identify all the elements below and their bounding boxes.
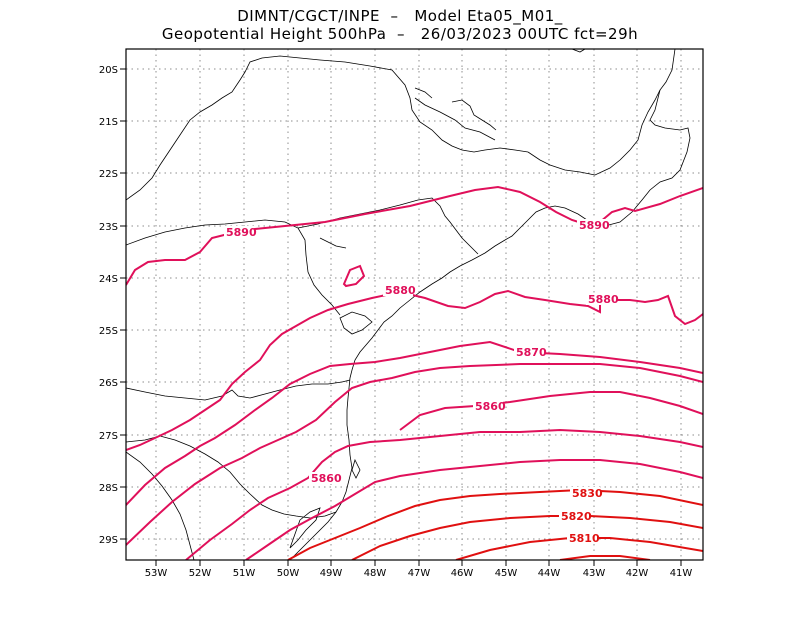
contour-5890 — [126, 185, 703, 286]
tick-marks — [120, 68, 682, 566]
lat-label-29s: 29S — [99, 535, 118, 546]
lon-label-44w: 44W — [538, 568, 561, 579]
lon-label-47w: 47W — [408, 568, 431, 579]
map-frame — [125, 48, 704, 561]
lon-label-41w: 41W — [670, 568, 693, 579]
reservoir-b — [414, 87, 433, 99]
lon-label-53w: 53W — [145, 568, 168, 579]
contour-label-5880-west: 5880 — [385, 284, 416, 297]
contour-5820 — [351, 515, 703, 560]
border-argentina — [126, 451, 195, 560]
lat-label-20s: 20S — [99, 65, 118, 76]
contour-label-5820: 5820 — [561, 510, 592, 523]
longitude-labels: 53W 52W 51W 50W 49W 48W 47W 46W 45W 44W … — [145, 568, 693, 579]
lon-label-50w: 50W — [277, 568, 300, 579]
contour-label-5830: 5830 — [572, 487, 603, 500]
contour-label-5890-east: 5890 — [579, 219, 610, 232]
height-contours — [126, 185, 703, 560]
lon-label-45w: 45W — [495, 568, 518, 579]
reservoir-a — [451, 99, 497, 131]
lon-label-49w: 49W — [320, 568, 343, 579]
contour-5890-island — [342, 264, 366, 288]
contour-5850 — [185, 428, 703, 560]
lon-label-43w: 43W — [583, 568, 606, 579]
contour-5870 — [126, 340, 703, 506]
lon-label-51w: 51W — [233, 568, 256, 579]
border-sp-mg — [527, 89, 661, 176]
river-tiete — [414, 97, 496, 141]
contour-5830 — [287, 488, 703, 560]
contour-label-5880-east: 5880 — [588, 293, 619, 306]
contour-label-5870: 5870 — [516, 346, 547, 359]
lat-label-23s: 23S — [99, 222, 118, 233]
contour-label-5860-east: 5860 — [475, 400, 506, 413]
coastline-lagoon-south — [289, 507, 321, 549]
map-title-line-1: DIMNT/CGCT/INPE – Model Eta05_M01_ — [237, 7, 563, 25]
contour-labels: 5890 5890 5880 5880 5870 5860 5860 5830 … — [224, 219, 619, 545]
lon-label-48w: 48W — [364, 568, 387, 579]
border-sc-rs — [126, 435, 337, 519]
border-pr-sc — [126, 379, 351, 401]
contour-5880 — [126, 289, 703, 451]
border-ms-sp — [126, 55, 529, 201]
lat-label-26s: 26S — [99, 378, 118, 389]
contour-5800 — [559, 555, 651, 560]
contour-5840 — [245, 459, 703, 560]
coastline-inlet — [339, 311, 373, 335]
lat-label-25s: 25S — [99, 326, 118, 337]
contour-5860 — [126, 363, 703, 546]
latitude-labels: 20S 21S 22S 23S 24S 25S 26S 27S 28S 29S — [99, 65, 118, 546]
lon-label-42w: 42W — [626, 568, 649, 579]
lat-label-22s: 22S — [99, 169, 118, 180]
lat-label-24s: 24S — [99, 274, 118, 285]
contour-label-5860-west: 5860 — [311, 472, 342, 485]
lat-label-28s: 28S — [99, 483, 118, 494]
river-parana — [319, 237, 347, 249]
coastline-lagoon — [351, 458, 361, 479]
lat-label-27s: 27S — [99, 431, 118, 442]
border-ms-pr — [126, 219, 341, 316]
lat-label-21s: 21S — [99, 117, 118, 128]
contour-label-5810: 5810 — [569, 532, 600, 545]
contour-label-5890-west: 5890 — [226, 226, 257, 239]
lon-label-52w: 52W — [189, 568, 212, 579]
lon-label-46w: 46W — [451, 568, 474, 579]
map-title-line-2: Geopotential Height 500hPa – 26/03/2023 … — [161, 25, 639, 43]
